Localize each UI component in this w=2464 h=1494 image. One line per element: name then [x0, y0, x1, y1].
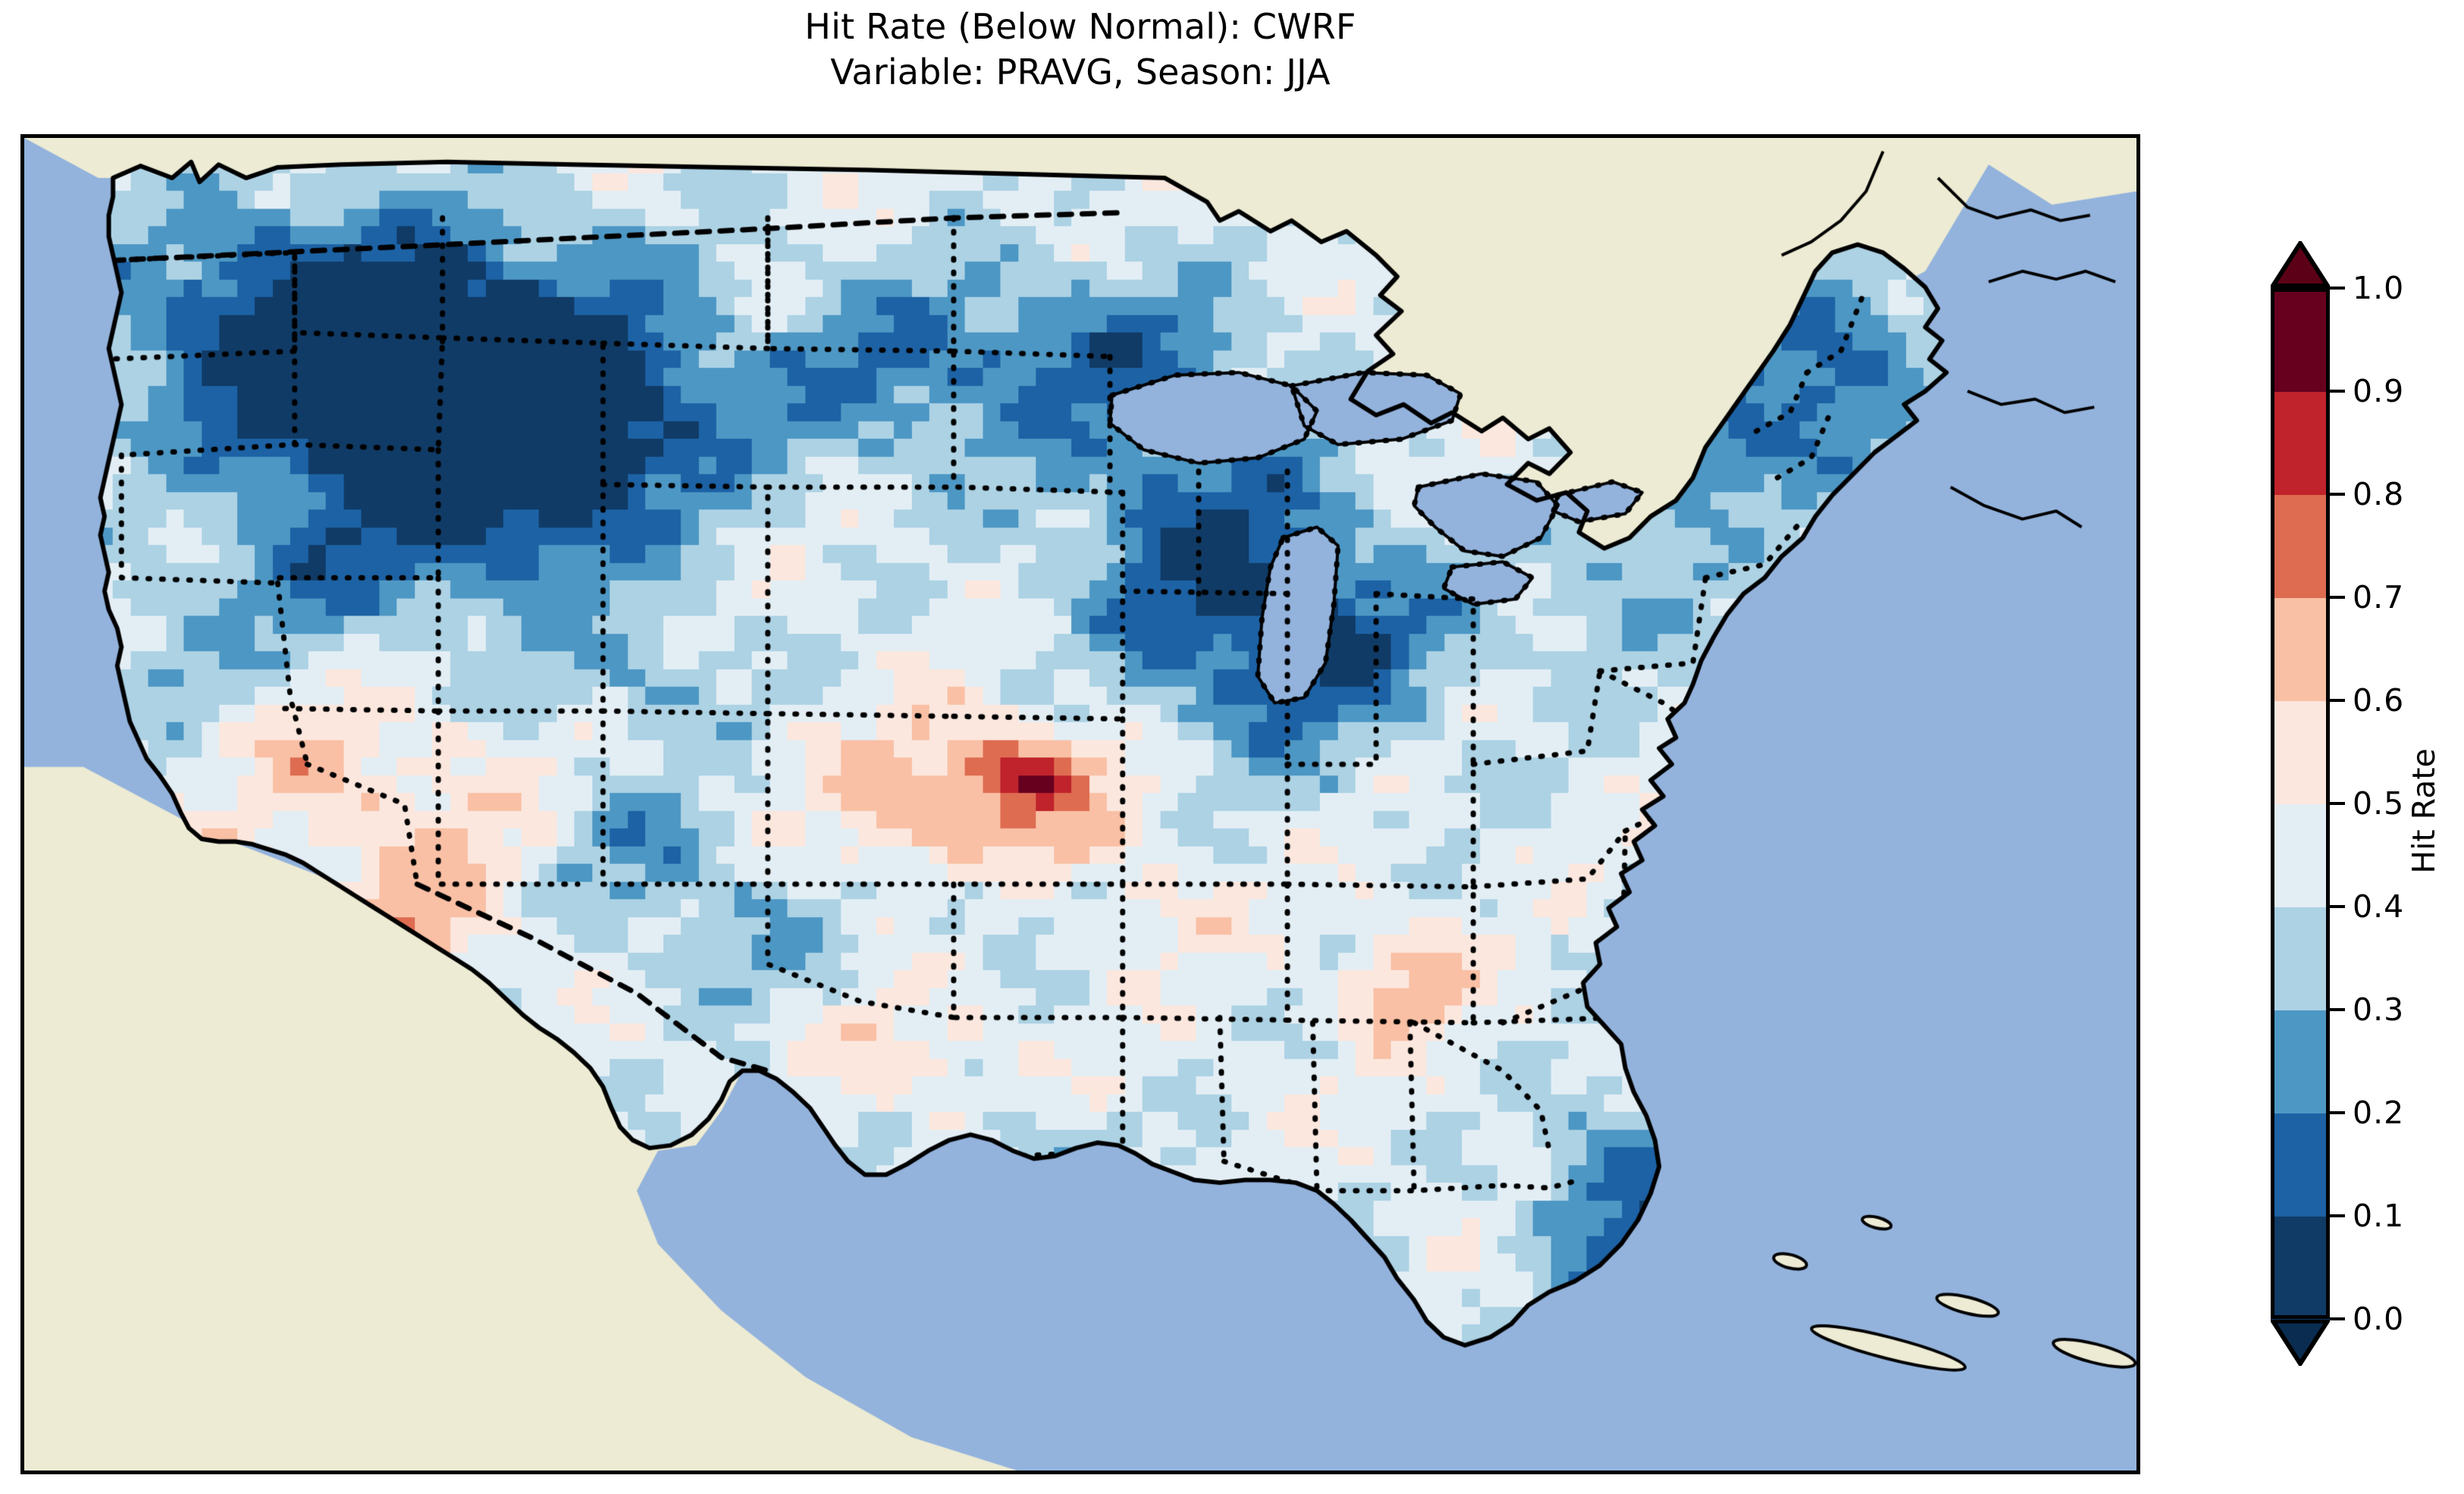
colorbar-tick	[2330, 1317, 2345, 1320]
figure-title: Hit Rate (Below Normal): CWRF Variable: …	[0, 5, 2161, 96]
colorbar-over-arrow	[2271, 241, 2330, 288]
title-line-2: Variable: PRAVG, Season: JJA	[830, 51, 1331, 92]
colorbar-tick	[2330, 1008, 2345, 1011]
colorbar-band	[2271, 1113, 2330, 1217]
colorbar-axis-label: Hit Rate	[2406, 748, 2442, 874]
colorbar: 1.0 0.9 0.8 0.7 0.6 0.5 0.4 0.3 0.2 0.1 0.0 Hit Ra…	[2263, 235, 2464, 1372]
colorbar-band	[2271, 700, 2330, 804]
colorbar-band	[2271, 494, 2330, 598]
colorbar-tick-label: 0.7	[2353, 579, 2405, 615]
colorbar-tick	[2330, 390, 2345, 393]
colorbar-band	[2271, 288, 2330, 392]
colorbar-band	[2271, 391, 2330, 495]
colorbar-tick-label: 0.9	[2353, 373, 2405, 409]
colorbar-band	[2271, 907, 2330, 1010]
colorbar-tick-label: 0.4	[2353, 888, 2405, 925]
colorbar-tick-label: 0.2	[2353, 1095, 2405, 1131]
hit-rate-raster-map	[24, 138, 2136, 1471]
colorbar-tick-label: 0.1	[2353, 1198, 2405, 1234]
colorbar-band	[2271, 1216, 2330, 1320]
colorbar-tick-label: 0.8	[2353, 476, 2405, 512]
colorbar-tick	[2330, 699, 2345, 702]
colorbar-tick-label: 1.0	[2353, 270, 2405, 306]
colorbar-under-arrow	[2271, 1319, 2330, 1366]
colorbar-tick	[2330, 1214, 2345, 1217]
colorbar-tick	[2330, 802, 2345, 805]
colorbar-tick-label: 0.5	[2353, 785, 2405, 822]
colorbar-tick	[2330, 287, 2345, 290]
colorbar-band	[2271, 597, 2330, 701]
title-line-1: Hit Rate (Below Normal): CWRF	[804, 6, 1356, 47]
colorbar-tick	[2330, 596, 2345, 599]
colorbar-band	[2271, 1010, 2330, 1113]
map-axes	[20, 134, 2140, 1474]
colorbar-tick	[2330, 905, 2345, 908]
colorbar-tick	[2330, 1111, 2345, 1114]
colorbar-tick	[2330, 493, 2345, 496]
colorbar-tick-label: 0.0	[2353, 1301, 2405, 1337]
colorbar-tick-label: 0.3	[2353, 991, 2405, 1028]
colorbar-bands	[2271, 288, 2330, 1320]
colorbar-tick-label: 0.6	[2353, 682, 2405, 719]
colorbar-band	[2271, 803, 2330, 907]
